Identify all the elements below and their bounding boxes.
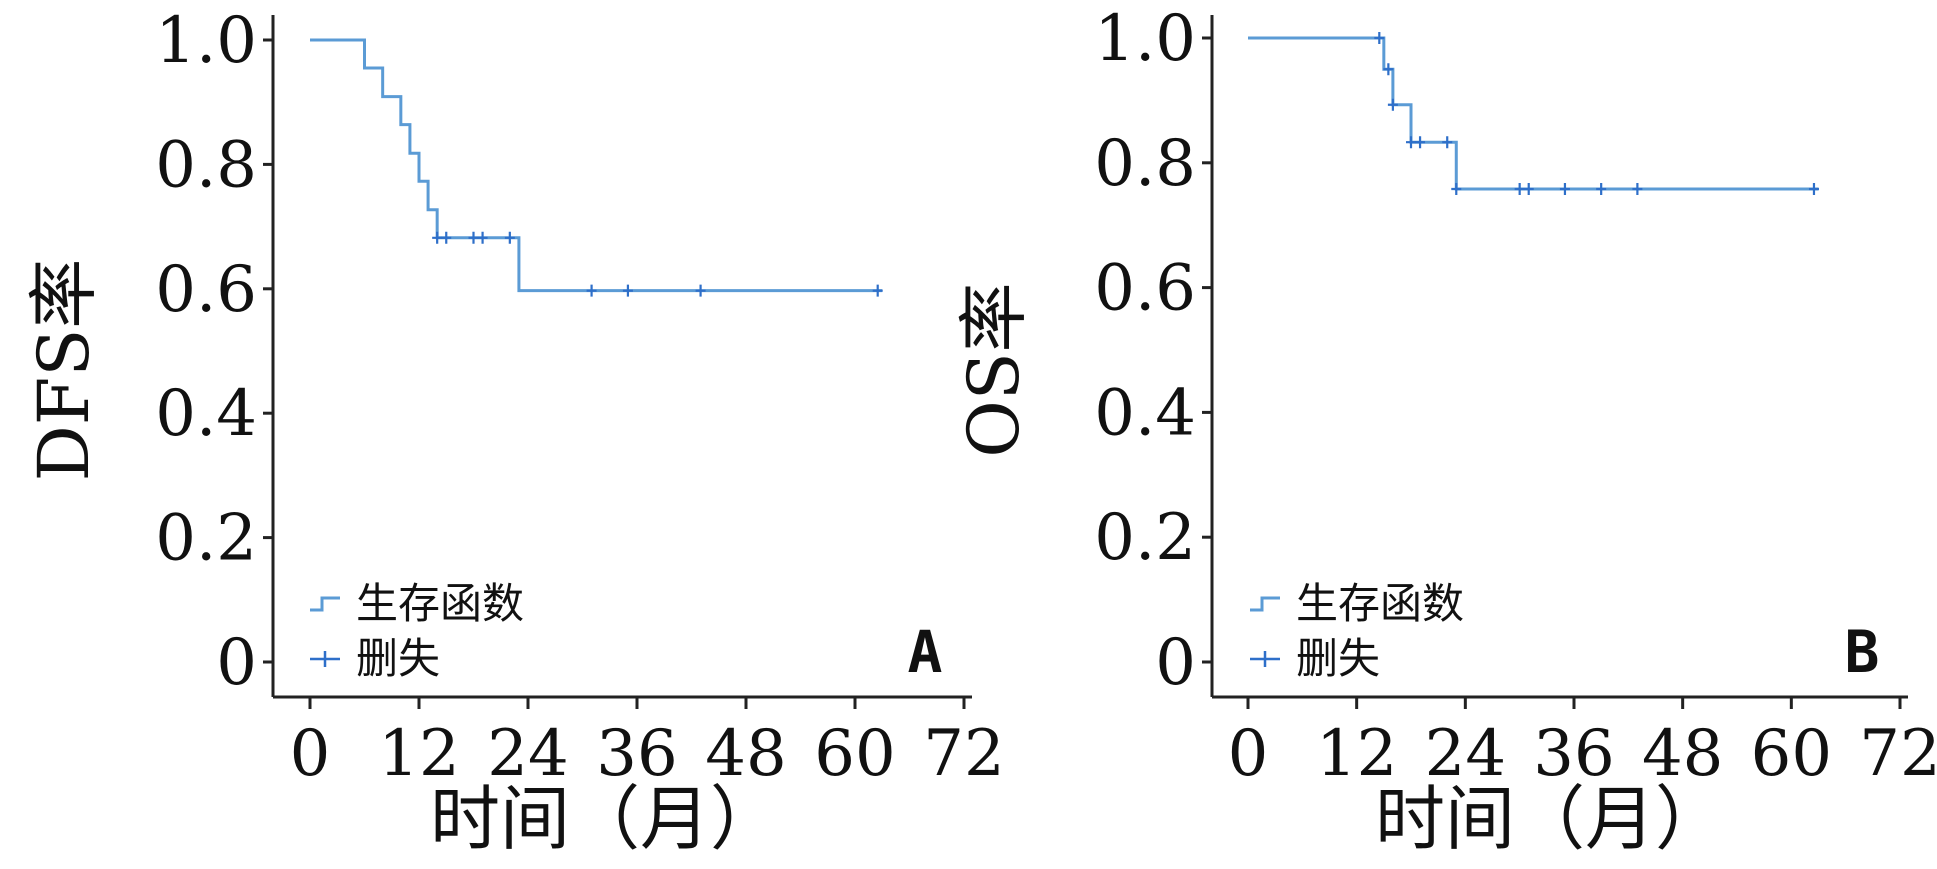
y-tick-label: 0 bbox=[216, 626, 257, 700]
x-tick-label: 0 bbox=[290, 717, 331, 791]
censor-mark bbox=[1406, 136, 1416, 149]
panel-letter: A bbox=[908, 618, 943, 686]
legend-censor-label: 删失 bbox=[356, 634, 440, 683]
x-tick-label: 24 bbox=[1425, 717, 1506, 791]
censor-mark bbox=[622, 284, 633, 297]
x-tick-label: 36 bbox=[596, 717, 677, 791]
y-tick-label: 1.0 bbox=[155, 4, 257, 78]
censor-mark bbox=[477, 231, 488, 244]
censor-mark bbox=[1442, 136, 1453, 149]
censor-mark bbox=[1596, 183, 1607, 196]
y-tick-label: 0.2 bbox=[1094, 501, 1196, 575]
y-tick-label: 0.4 bbox=[155, 377, 257, 451]
y-tick-label: 0.8 bbox=[1094, 127, 1196, 201]
y-tick-label: 0.6 bbox=[155, 253, 257, 327]
x-tick-label: 60 bbox=[1751, 717, 1832, 791]
legend-survival-swatch bbox=[310, 596, 340, 612]
censor-mark bbox=[1387, 98, 1398, 111]
survival-step-line bbox=[310, 38, 883, 293]
x-tick-label: 72 bbox=[923, 717, 1004, 791]
censor-mark bbox=[1523, 183, 1534, 196]
survival-step-line bbox=[1248, 36, 1819, 191]
censor-mark bbox=[1808, 183, 1819, 196]
censor-mark bbox=[1383, 63, 1394, 76]
legend-censor-swatch bbox=[1250, 651, 1280, 667]
censor-mark bbox=[1514, 183, 1525, 196]
y-tick-label: 0 bbox=[1155, 626, 1196, 700]
y-tick-label: 0.4 bbox=[1094, 376, 1196, 450]
y-axis-title: OS率 bbox=[953, 282, 1035, 457]
censor-mark bbox=[1415, 136, 1426, 149]
legend-survival-label: 生存函数 bbox=[356, 579, 524, 628]
censor-mark bbox=[1559, 183, 1570, 196]
x-tick-label: 12 bbox=[378, 717, 459, 791]
x-tick-label: 12 bbox=[1316, 717, 1397, 791]
legend-censor-label: 删失 bbox=[1296, 634, 1380, 683]
x-tick-label: 24 bbox=[487, 717, 568, 791]
censor-mark bbox=[432, 231, 443, 244]
censor-mark bbox=[1632, 183, 1643, 196]
censor-mark bbox=[872, 284, 883, 297]
censor-mark bbox=[504, 231, 515, 244]
legend-censor-swatch bbox=[310, 651, 340, 667]
censor-mark bbox=[1451, 183, 1462, 196]
censor-mark bbox=[695, 284, 706, 297]
x-axis-title: 时间（月） bbox=[430, 778, 780, 860]
x-tick-label: 72 bbox=[1859, 717, 1937, 791]
x-axis-title: 时间（月） bbox=[1375, 778, 1725, 860]
censor-mark bbox=[468, 231, 479, 244]
panel-letter: B bbox=[1845, 618, 1880, 686]
y-tick-label: 1.0 bbox=[1094, 2, 1196, 76]
y-axis-title: DFS率 bbox=[23, 259, 105, 482]
y-tick-label: 0.2 bbox=[155, 502, 257, 576]
censor-mark bbox=[586, 284, 597, 297]
x-tick-label: 48 bbox=[1642, 717, 1723, 791]
y-tick-label: 0.6 bbox=[1094, 252, 1196, 326]
x-tick-label: 48 bbox=[705, 717, 786, 791]
censor-mark bbox=[1374, 32, 1385, 44]
x-tick-label: 60 bbox=[814, 717, 895, 791]
censor-mark bbox=[441, 231, 452, 244]
x-tick-label: 0 bbox=[1228, 717, 1269, 791]
legend-survival-label: 生存函数 bbox=[1296, 579, 1464, 628]
y-tick-label: 0.8 bbox=[155, 128, 257, 202]
legend-survival-swatch bbox=[1250, 596, 1280, 612]
x-tick-label: 36 bbox=[1533, 717, 1614, 791]
